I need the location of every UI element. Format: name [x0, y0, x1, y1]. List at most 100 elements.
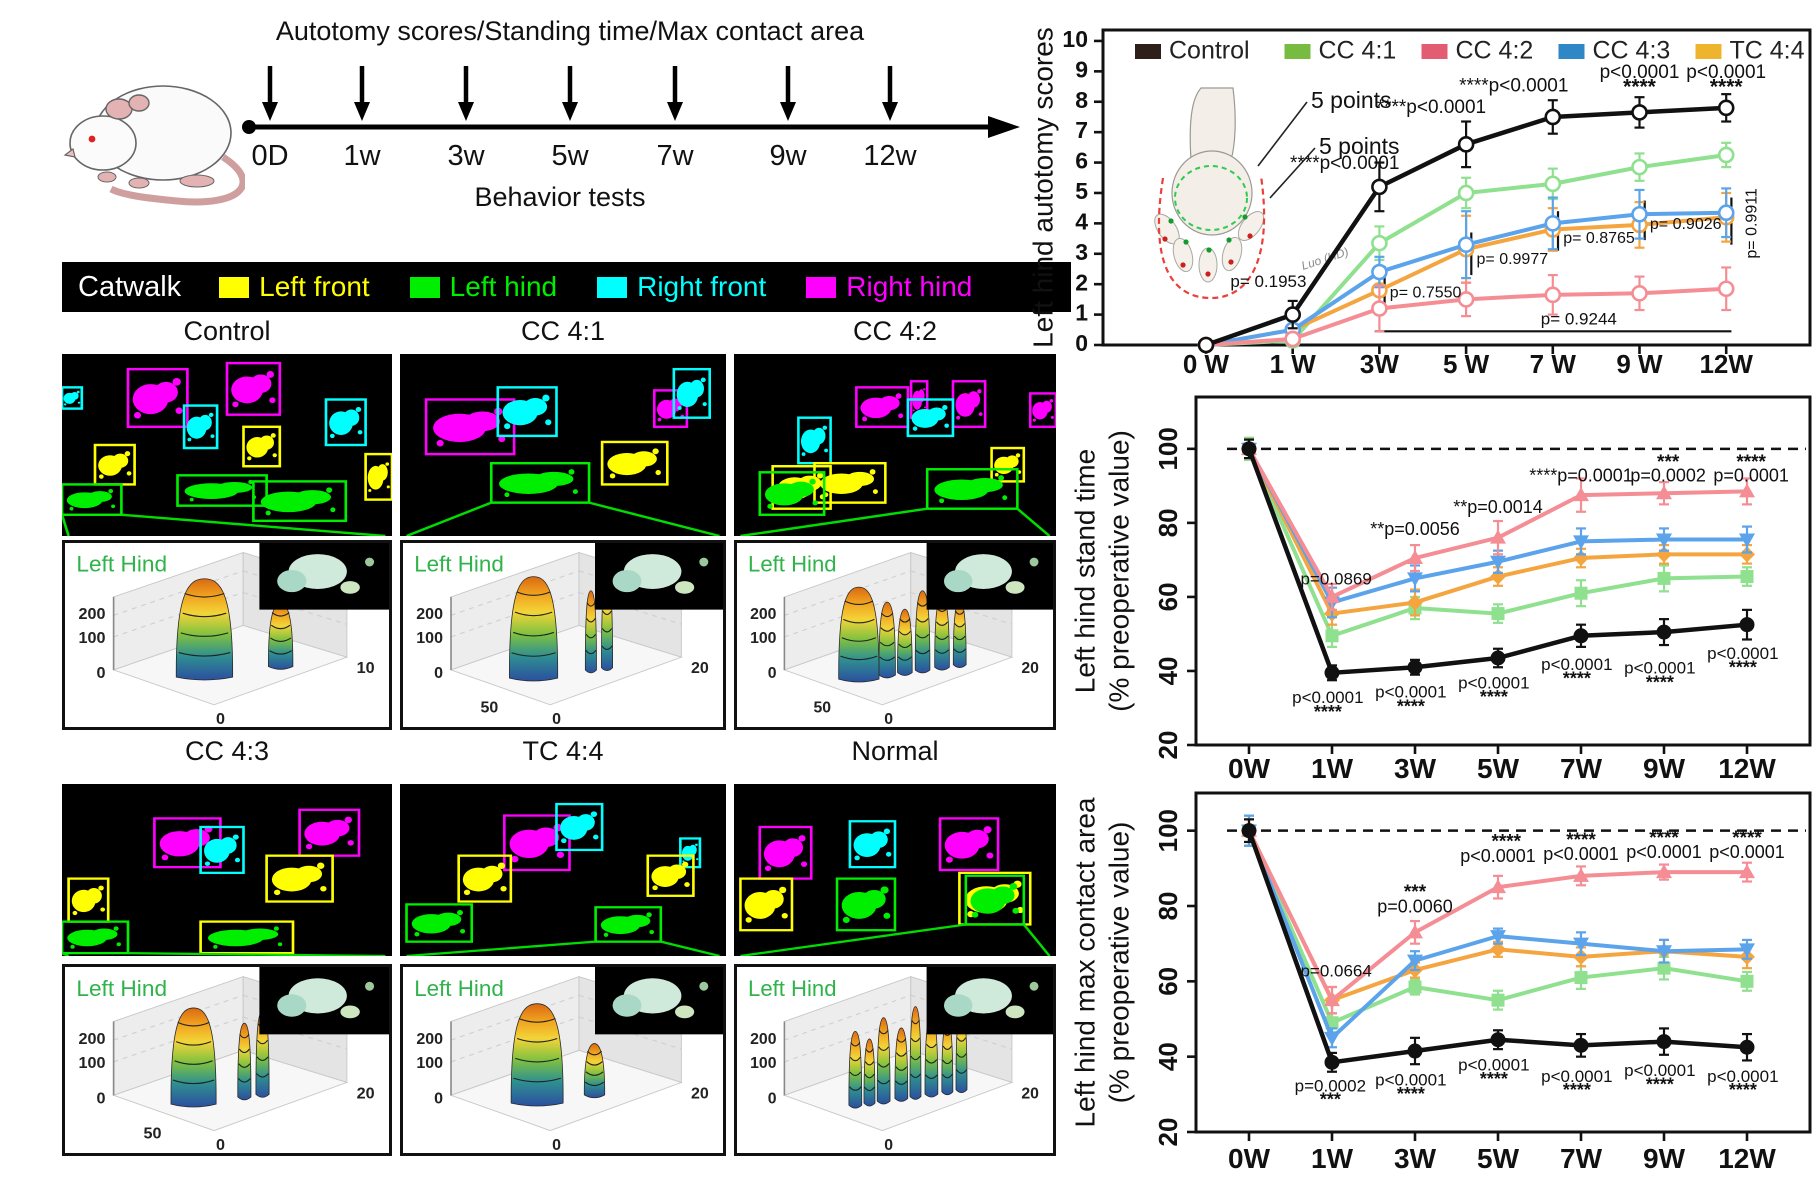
stat-annotation: ****: [1480, 1069, 1508, 1089]
legend-swatch-icon: [409, 276, 440, 298]
chart-legend-label: CC 4:3: [1593, 37, 1671, 65]
paw-digit: [1237, 211, 1265, 241]
five-points-label: 5 points: [1311, 87, 1392, 113]
paw-print-blob: [763, 889, 784, 909]
paw-print-dot: [545, 419, 552, 426]
contour-line: [180, 632, 229, 637]
paw-print-dot: [822, 425, 828, 430]
contour-line: [239, 1033, 250, 1039]
marker-diamond: [1490, 941, 1506, 958]
contour-line: [910, 1073, 921, 1079]
marker-diamond: [1739, 546, 1755, 563]
origin-tick: 0: [768, 1090, 777, 1107]
paw-print-dot: [234, 857, 241, 863]
contour-line: [270, 624, 291, 630]
paw-print-dot: [1032, 418, 1036, 422]
hind-leader-line: [406, 940, 596, 956]
paw-print-dot: [652, 885, 658, 891]
marker-triangle-up: [1573, 867, 1589, 882]
paw-print-blob: [534, 471, 574, 487]
catwalk-legend-item: Left front: [219, 271, 370, 303]
timeline-panel: Autotomy scores/Standing time/Max contac…: [0, 0, 1060, 220]
paw-print-blob: [295, 865, 323, 883]
paw-print-dot: [124, 451, 131, 457]
paw-print-dot: [1002, 495, 1008, 501]
z-tick: 100: [78, 629, 105, 647]
paw-bounding-box: [324, 398, 367, 447]
stat-annotation: p<0.0001: [1709, 842, 1785, 862]
plot3d-gridline: [910, 591, 1013, 625]
contour-line: [586, 618, 596, 623]
marker-circle-open: [1457, 291, 1475, 308]
contour-line: [925, 1043, 937, 1049]
paw-print-dot: [368, 489, 372, 492]
inset-paw-dot: [365, 557, 375, 567]
marker-triangle-down: [1407, 572, 1423, 587]
marker-triangle-down: [1573, 535, 1589, 550]
paw-print-dot: [700, 377, 706, 383]
paw-print-blob: [967, 391, 981, 408]
paw-print-dot: [817, 472, 824, 479]
timeline-tick-12w: 12w: [863, 140, 917, 172]
marker-circle: [1490, 650, 1506, 666]
marker-diamond: [1407, 594, 1423, 611]
five-points-label: 5 points: [1319, 133, 1400, 159]
paw-bounding-box: [364, 452, 392, 501]
x-tick-label: 1W: [1311, 1143, 1354, 1174]
marker-square: [1657, 571, 1671, 585]
paw-print-blob: [788, 481, 814, 497]
stat-annotation: ****: [1736, 452, 1766, 473]
paw-print-dot: [649, 929, 655, 935]
marker-circle-open: [1371, 178, 1388, 196]
y-tick-label: 80: [1153, 892, 1183, 921]
y-tick-label: 3: [1075, 239, 1088, 265]
paw-print-blob: [667, 864, 687, 879]
paw-print-blob: [624, 914, 651, 928]
marker-circle: [1739, 1039, 1755, 1055]
inset-paw-dot: [1029, 981, 1039, 991]
y-tick-label: 80: [1153, 508, 1183, 537]
marker-circle: [1407, 659, 1423, 675]
contour-line: [841, 637, 877, 642]
paw-print-blob: [782, 838, 804, 857]
x-tick-label: 7W: [1560, 753, 1603, 784]
paw-print-blob: [241, 928, 279, 940]
paw-print-blob: [198, 414, 212, 431]
x-tick-label: 5 W: [1443, 349, 1490, 379]
paw-print-blob: [879, 396, 900, 411]
plot3d-gridline: [784, 1016, 911, 1063]
paw-print-blob: [966, 477, 1003, 493]
x-tick: 10: [357, 659, 375, 677]
stat-annotation: p= 0.1953: [1230, 272, 1306, 291]
paw-print-dot: [500, 885, 507, 892]
catwalk-3dplot-CC 4:2: 2001000 20050Left Hind: [734, 540, 1056, 730]
left-hind-label: Left Hind: [748, 976, 836, 1001]
paw-print-blob: [91, 928, 118, 940]
hind-leader-line: [1016, 507, 1051, 536]
stat-annotation: ****p<0.0001: [1290, 153, 1399, 174]
marker-diamond: [1573, 550, 1589, 567]
marker-circle: [1739, 617, 1755, 633]
paw-print-dot: [568, 469, 575, 475]
hind-leader-line: [127, 951, 386, 956]
origin-tick: 0: [434, 1090, 443, 1107]
contour-line: [513, 631, 555, 637]
paw-print-dot: [386, 485, 390, 489]
contour-line: [513, 1077, 562, 1083]
y-tick: 0: [552, 711, 561, 728]
left-hind-label: Left Hind: [748, 552, 837, 577]
timeline-tick-1w: 1w: [343, 140, 381, 172]
contour-line: [850, 1042, 861, 1047]
paw-print-dot: [414, 931, 420, 937]
paw-print-blob: [435, 912, 462, 927]
stat-annotation: ****: [1646, 672, 1674, 692]
rat-illustration: [63, 85, 245, 206]
contour-line: [880, 612, 894, 618]
contour-line: [864, 1086, 875, 1092]
catwalk-3dplot-CC 4:1: 2001000 20050Left Hind: [400, 540, 726, 730]
paw-print-dot: [247, 456, 252, 461]
paw-print-dot: [270, 433, 276, 438]
paw-print-dot: [77, 401, 81, 404]
contour-line: [925, 1074, 938, 1079]
paw-print-dot: [942, 404, 948, 411]
